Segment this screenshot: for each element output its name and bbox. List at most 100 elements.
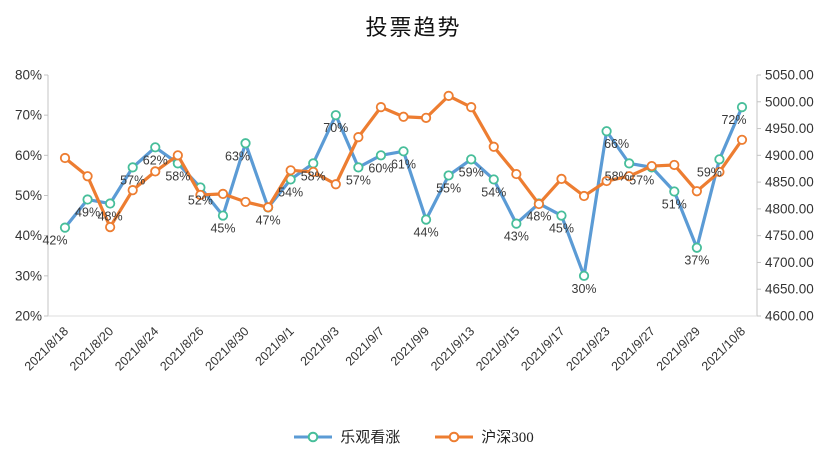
data-point-marker xyxy=(556,210,567,221)
data-point-marker xyxy=(82,171,93,182)
data-point-label: 37% xyxy=(684,254,709,268)
right-axis-tick-label: 4850.00 xyxy=(765,175,814,190)
data-point-marker xyxy=(240,138,251,149)
data-point-marker xyxy=(466,102,477,113)
data-point-marker xyxy=(59,152,71,164)
data-point-label: 59% xyxy=(697,165,722,179)
data-point-marker xyxy=(736,134,748,145)
right-axis-tick-label: 5050.00 xyxy=(765,68,814,83)
data-point-label: 45% xyxy=(210,222,235,236)
data-point-label: 42% xyxy=(42,234,67,248)
chart-title: 投票趋势 xyxy=(365,15,462,40)
data-point-marker xyxy=(330,110,341,121)
blue-line-marker-icon xyxy=(294,431,333,442)
data-point-label: 44% xyxy=(414,226,439,240)
data-point-marker xyxy=(624,171,635,182)
chart-legend: 乐观看涨 沪深300 xyxy=(0,426,827,447)
data-point-marker xyxy=(308,166,319,178)
data-point-label: 57% xyxy=(346,173,371,187)
data-point-label: 54% xyxy=(481,185,506,199)
right-axis-tick-label: 4600.00 xyxy=(765,309,814,324)
data-point-marker xyxy=(150,142,161,153)
x-axis-tick-label: 2021/9/23 xyxy=(564,324,613,373)
right-axis-tick-label: 4750.00 xyxy=(765,228,814,243)
x-axis-tick-label: 2021/10/8 xyxy=(699,324,748,373)
left-axis-tick-label: 20% xyxy=(15,309,42,324)
data-point-marker xyxy=(172,150,183,161)
data-point-label: 54% xyxy=(278,185,303,199)
data-point-label: 55% xyxy=(436,181,461,195)
data-point-marker xyxy=(488,174,499,185)
x-axis-tick-label: 2021/8/30 xyxy=(202,324,251,373)
data-point-marker xyxy=(601,175,612,187)
data-point-label: 72% xyxy=(721,113,746,127)
data-point-marker xyxy=(511,218,522,229)
data-point-marker xyxy=(375,150,387,161)
data-point-label: 58% xyxy=(165,169,190,183)
data-point-marker xyxy=(691,242,702,253)
data-point-label: 30% xyxy=(572,282,597,296)
data-point-label: 62% xyxy=(143,153,168,167)
data-point-label: 58% xyxy=(301,169,326,183)
data-point-marker xyxy=(714,154,725,165)
data-point-label: 66% xyxy=(604,137,629,151)
data-point-marker xyxy=(420,112,432,123)
data-point-marker xyxy=(669,159,680,171)
data-point-marker xyxy=(105,221,116,233)
data-point-marker xyxy=(714,166,725,178)
data-point-marker xyxy=(443,90,454,101)
data-point-marker xyxy=(691,186,702,197)
right-axis-tick-label: 4700.00 xyxy=(765,255,814,270)
data-point-label: 59% xyxy=(459,165,484,179)
data-point-marker xyxy=(533,198,545,210)
x-axis-tick-label: 2021/8/20 xyxy=(67,324,116,373)
x-axis-tick-label: 2021/9/15 xyxy=(473,324,522,373)
x-axis-tick-label: 2021/8/18 xyxy=(22,324,71,373)
left-axis-tick-label: 50% xyxy=(15,188,42,203)
data-point-marker xyxy=(285,165,296,176)
data-point-label: 60% xyxy=(368,161,393,175)
data-point-label: 51% xyxy=(662,197,687,211)
right-axis-tick-label: 4650.00 xyxy=(765,282,814,297)
right-axis-tick-label: 5000.00 xyxy=(765,94,814,109)
data-point-label: 48% xyxy=(526,210,551,224)
data-point-marker xyxy=(240,196,251,208)
data-point-marker xyxy=(105,198,116,209)
data-point-marker xyxy=(624,158,635,169)
data-point-label: 49% xyxy=(75,206,100,220)
data-point-marker xyxy=(59,222,71,233)
data-point-label: 63% xyxy=(225,149,250,163)
optimistic-series-line xyxy=(63,105,744,278)
x-axis-tick-label: 2021/8/24 xyxy=(112,324,161,373)
data-point-marker xyxy=(466,154,477,165)
x-axis-tick-label: 2021/9/7 xyxy=(343,324,387,368)
data-point-marker xyxy=(669,186,680,197)
data-point-marker xyxy=(398,146,409,157)
data-point-marker xyxy=(127,162,138,173)
data-point-marker xyxy=(601,126,612,137)
x-axis-tick-label: 2021/9/3 xyxy=(298,324,342,368)
data-point-marker xyxy=(127,185,138,196)
legend-item-optimistic[interactable]: 乐观看涨 xyxy=(293,426,400,447)
data-point-marker xyxy=(420,214,432,225)
orange-line-marker-icon xyxy=(435,431,474,442)
data-point-marker xyxy=(82,194,93,205)
legend-item-hs300[interactable]: 沪深300 xyxy=(434,426,534,447)
left-axis-tick-label: 70% xyxy=(15,108,42,123)
data-point-marker xyxy=(195,189,206,201)
data-point-marker xyxy=(353,132,364,143)
data-point-marker xyxy=(578,270,590,281)
data-point-label: 57% xyxy=(629,173,654,187)
data-point-label: 47% xyxy=(256,214,281,228)
data-point-label: 61% xyxy=(391,157,416,171)
data-point-label: 45% xyxy=(549,222,574,236)
x-axis-tick-label: 2021/9/1 xyxy=(252,324,296,368)
data-point-marker xyxy=(578,190,590,202)
data-point-marker xyxy=(646,160,657,172)
left-axis-tick-label: 80% xyxy=(15,68,42,83)
x-axis-tick-label: 2021/9/27 xyxy=(609,324,658,373)
data-point-label: 57% xyxy=(120,173,145,187)
data-point-marker xyxy=(150,166,161,177)
x-axis-tick-label: 2021/9/17 xyxy=(518,324,567,373)
